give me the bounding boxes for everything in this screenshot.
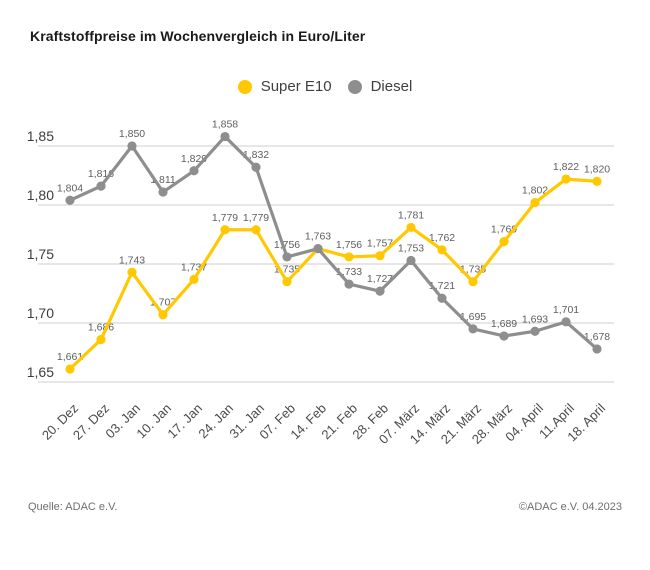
legend-dot-super-e10-icon — [237, 79, 252, 94]
data-point — [437, 245, 447, 255]
data-point — [65, 195, 75, 205]
data-label: 1,762 — [429, 232, 455, 244]
data-label: 1,686 — [88, 322, 114, 334]
data-point — [127, 267, 137, 277]
data-label: 1,661 — [57, 351, 83, 363]
data-point — [406, 222, 416, 233]
data-point — [220, 225, 230, 235]
data-point — [251, 225, 261, 235]
data-label: 1,850 — [119, 128, 145, 140]
data-point — [158, 187, 168, 197]
data-label: 1,701 — [553, 304, 579, 316]
data-point — [282, 252, 292, 262]
data-label: 1,757 — [367, 238, 393, 250]
data-point — [499, 331, 509, 341]
legend-label-diesel: Diesel — [370, 78, 413, 95]
series-diesel: 1,8041,8161,8501,8111,8291,8581,8321,756… — [57, 119, 610, 354]
series-line-diesel — [68, 134, 599, 351]
data-label: 1,753 — [398, 242, 424, 254]
data-label: 1,695 — [460, 311, 486, 323]
legend-item-diesel: Diesel — [347, 78, 413, 95]
y-tick-label: 1,70 — [27, 305, 54, 321]
data-point — [375, 286, 385, 296]
data-label: 1,763 — [305, 231, 331, 243]
data-point — [406, 255, 416, 266]
legend-label-super-e10: Super E10 — [260, 78, 332, 95]
data-point — [282, 277, 292, 287]
legend-item-super-e10: Super E10 — [237, 78, 332, 95]
series-line-super-e10 — [68, 177, 599, 371]
data-point — [127, 141, 137, 151]
footer-copyright: ©ADAC e.V. 04.2023 — [518, 501, 622, 513]
data-label: 1,743 — [119, 254, 145, 266]
data-label: 1,779 — [243, 212, 269, 224]
data-point — [220, 131, 230, 142]
data-point — [561, 174, 571, 184]
y-tick-label: 1,75 — [27, 246, 54, 262]
data-label: 1,689 — [491, 318, 517, 330]
data-label: 1,693 — [522, 313, 548, 325]
data-point — [592, 344, 602, 354]
data-point — [468, 324, 478, 334]
data-point — [251, 162, 261, 172]
data-label: 1,820 — [584, 163, 610, 175]
data-point — [499, 236, 509, 247]
data-label: 1,832 — [243, 149, 269, 161]
data-label: 1,802 — [522, 185, 548, 197]
y-axis-labels: 1,85 1,80 1,75 1,70 1,65 — [27, 128, 54, 380]
data-label: 1,779 — [212, 212, 238, 224]
data-point — [344, 279, 354, 289]
data-point — [468, 277, 478, 287]
data-point — [592, 176, 602, 186]
data-point — [561, 317, 571, 327]
data-point — [437, 293, 447, 303]
data-label: 1,804 — [57, 182, 83, 194]
chart-title: Kraftstoffpreise im Wochenvergleich in E… — [30, 28, 366, 44]
data-label: 1,822 — [553, 161, 579, 173]
data-point — [96, 334, 106, 345]
y-tick-label: 1,65 — [27, 364, 54, 380]
data-label: 1,781 — [398, 209, 424, 221]
legend-dot-diesel-icon — [347, 79, 362, 94]
data-point — [375, 251, 385, 261]
data-point — [65, 364, 75, 374]
footer-source: Quelle: ADAC e.V. — [28, 501, 118, 513]
data-label: 1,756 — [274, 239, 300, 251]
data-label: 1,756 — [336, 239, 362, 251]
data-label: 1,858 — [212, 119, 238, 131]
data-label: 1,678 — [584, 331, 610, 343]
footer: Quelle: ADAC e.V. ©ADAC e.V. 04.2023 — [0, 501, 650, 513]
legend: Super E10 Diesel — [0, 78, 650, 95]
data-point — [344, 252, 354, 262]
data-point — [313, 244, 323, 254]
data-point — [158, 310, 168, 320]
data-point — [530, 326, 540, 336]
y-tick-label: 1,85 — [27, 128, 54, 144]
data-point — [189, 274, 199, 284]
data-point — [530, 198, 540, 208]
data-point — [96, 181, 106, 191]
data-point — [189, 166, 199, 176]
data-label: 1,727 — [367, 273, 393, 285]
y-tick-label: 1,80 — [27, 187, 54, 203]
